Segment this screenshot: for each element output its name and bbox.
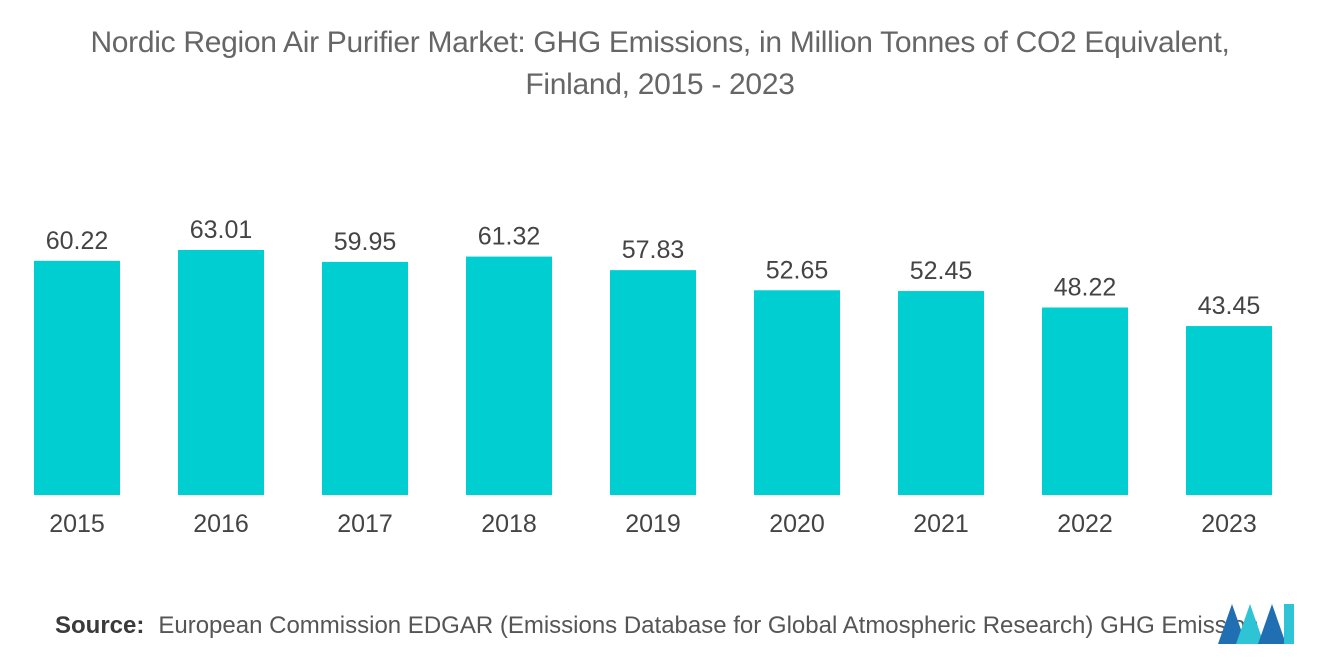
value-label-2021: 52.45 [910,257,973,285]
logo-bar [1284,604,1294,644]
chart-title: Nordic Region Air Purifier Market: GHG E… [0,22,1320,106]
logo-right-peak [1258,604,1286,644]
bar-2021 [898,291,984,495]
bar-2023 [1186,326,1272,495]
bar-2019 [610,270,696,495]
source-label: Source: [55,612,145,639]
x-tick-label-2022: 2022 [1057,510,1113,538]
x-tick-label-2018: 2018 [481,510,537,538]
value-label-2023: 43.45 [1198,292,1261,320]
bar-2020 [754,290,840,495]
value-label-2015: 60.22 [46,227,109,255]
value-label-2019: 57.83 [622,236,685,264]
bar-2015 [34,260,120,495]
bar-2017 [322,261,408,495]
source-note: Source: European Commission EDGAR (Emissi… [55,612,1259,640]
bar-2018 [466,256,552,495]
x-tick-label-2020: 2020 [769,510,825,538]
value-label-2018: 61.32 [478,223,541,251]
bar-2022 [1042,307,1128,495]
mordor-intelligence-logo-icon [1218,604,1294,644]
x-tick-label-2019: 2019 [625,510,681,538]
chart-title-line-1: Nordic Region Air Purifier Market: GHG E… [90,26,1230,59]
logo-left-peak [1218,604,1246,644]
x-tick-label-2021: 2021 [913,510,969,538]
chart-title-line-2: Finland, 2015 - 2023 [525,68,795,101]
value-label-2016: 63.01 [190,216,253,244]
x-tick-label-2016: 2016 [193,510,249,538]
value-label-2022: 48.22 [1054,274,1117,302]
x-tick-label-2023: 2023 [1201,510,1257,538]
x-tick-label-2017: 2017 [337,510,393,538]
value-label-2020: 52.65 [766,256,829,284]
x-tick-label-2015: 2015 [49,510,105,538]
logo-middle-peak [1236,604,1264,644]
value-label-2017: 59.95 [334,228,397,256]
bar-2016 [178,250,264,495]
source-text: European Commission EDGAR (Emissions Dat… [158,612,1259,639]
bar-chart: 60.22 2015 63.01 2016 59.95 2017 61.32 2018 57.8… [34,216,1272,538]
